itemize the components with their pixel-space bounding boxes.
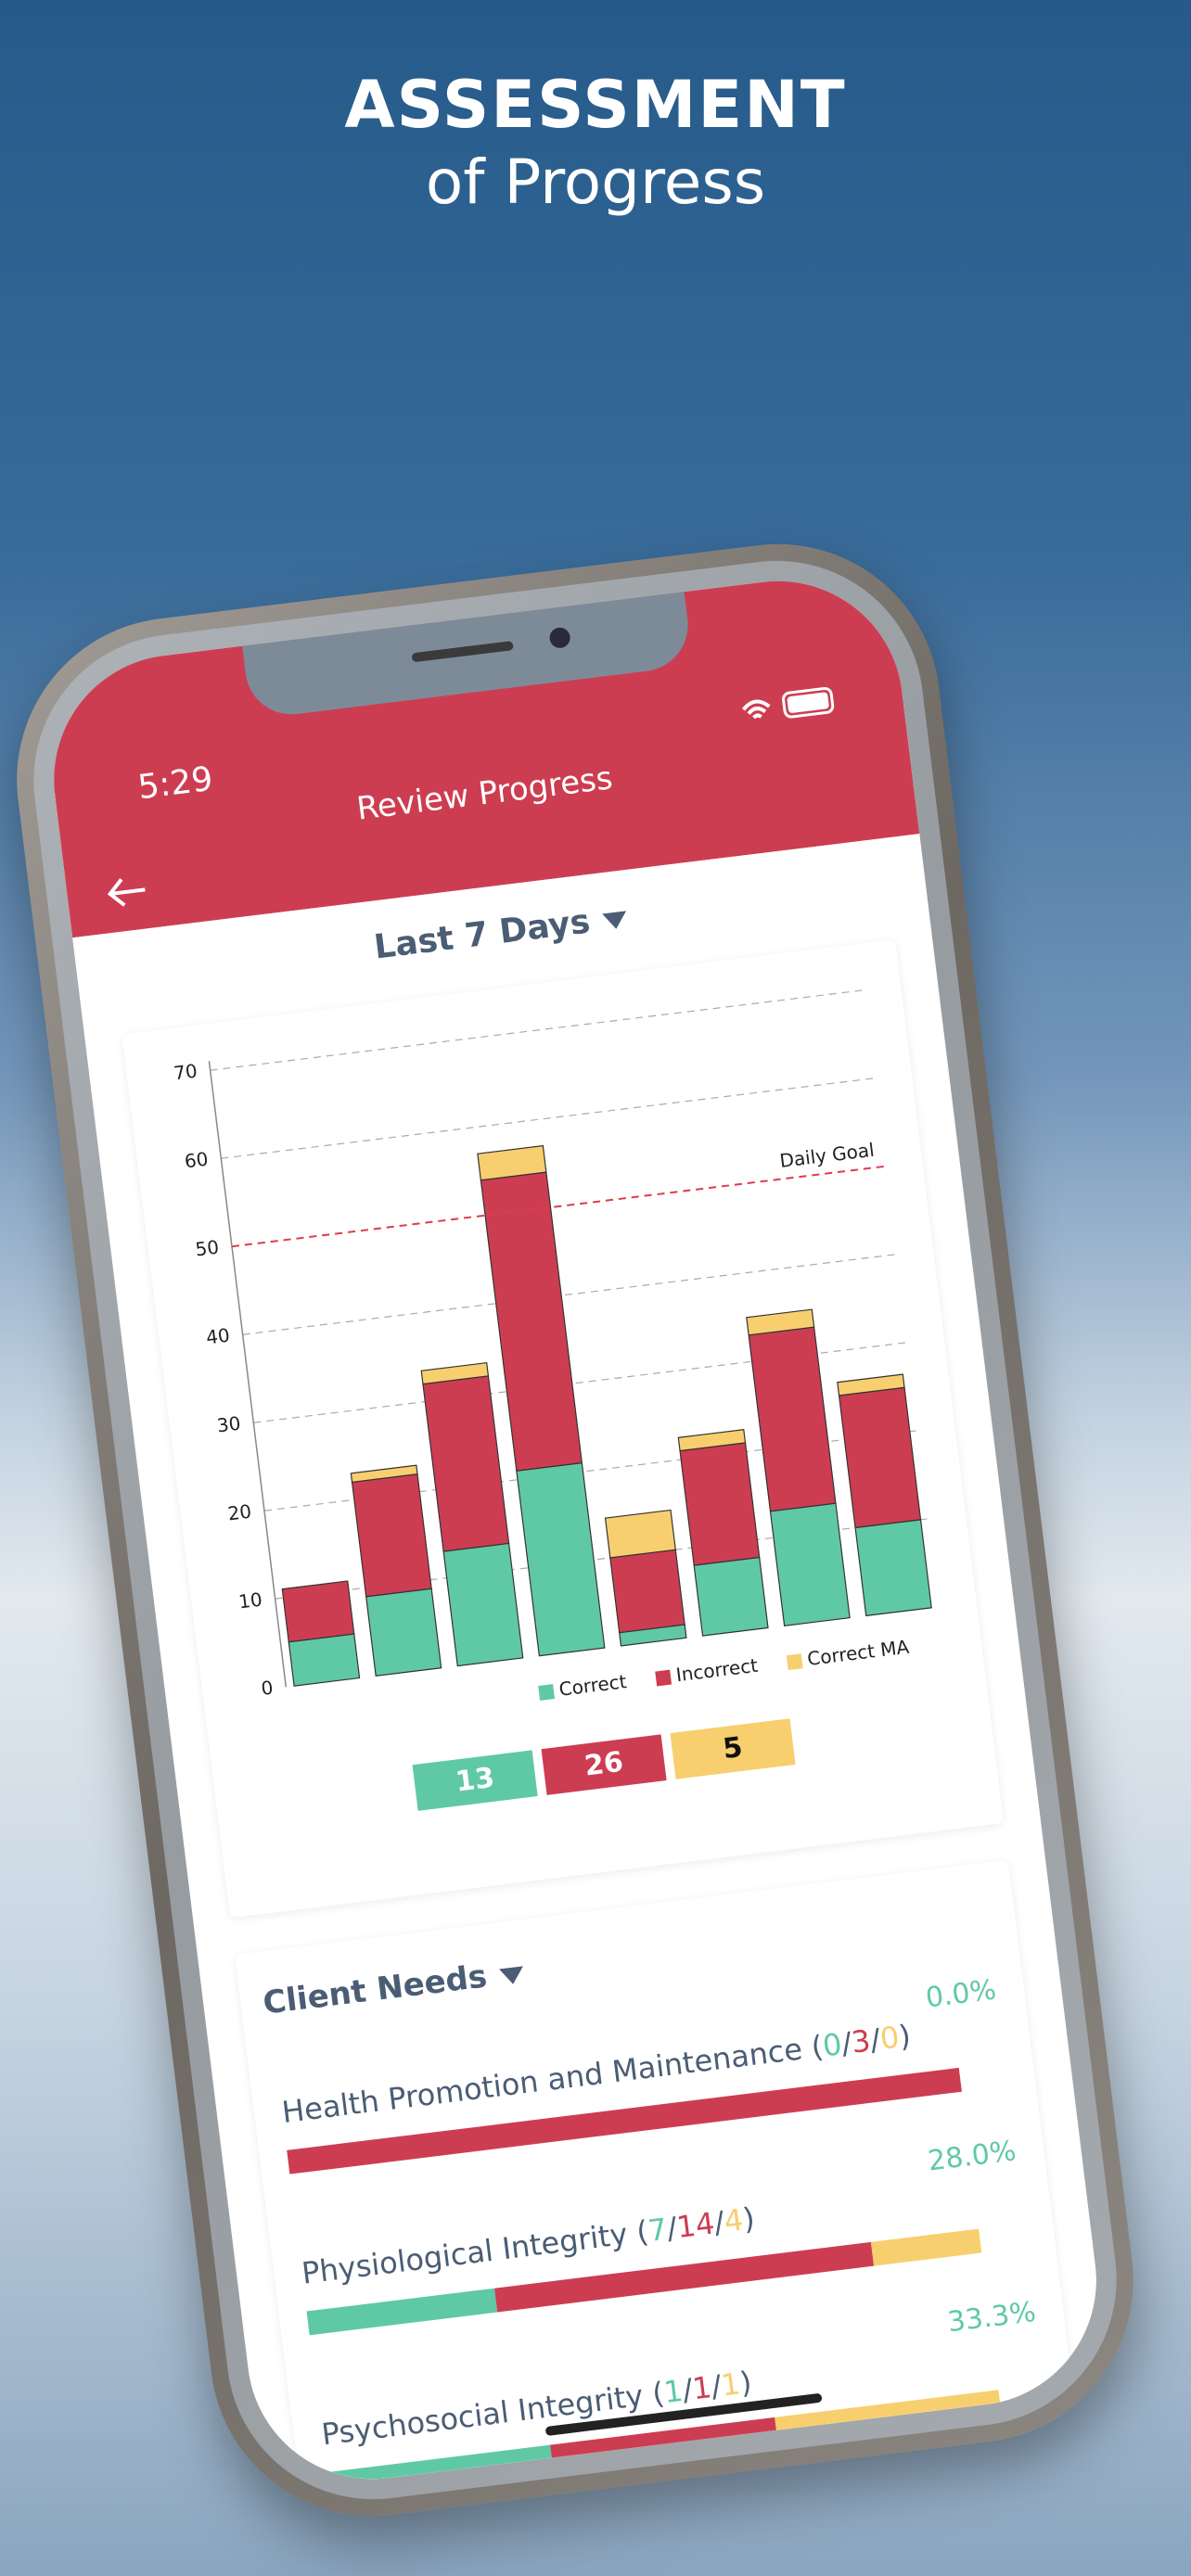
dropdown-arrow (602, 911, 627, 929)
bar-segment (288, 1633, 361, 1687)
y-tick-label: 10 (237, 1588, 263, 1613)
need-counts: 7144 (625, 2200, 757, 2251)
subheadline: of Progress (425, 147, 766, 218)
total-box: 5 (670, 1718, 796, 1779)
bar-segment (480, 1171, 583, 1472)
y-tick-label: 40 (205, 1324, 231, 1349)
grid-line (210, 989, 864, 1071)
legend-swatch (538, 1684, 556, 1701)
bar-segment (679, 1442, 761, 1566)
y-tick-label: 30 (216, 1412, 242, 1437)
need-bar-segment (306, 2288, 498, 2336)
bar-segment (351, 1473, 432, 1598)
goal-label: Daily Goal (778, 1139, 876, 1172)
percent: 28.0% (926, 2135, 1018, 2178)
client-needs-card: Client Needs 0.0% Health Promotion and Ma… (235, 1859, 1088, 2493)
bar-segment (281, 1580, 355, 1643)
chart-card: 0 10 20 30 40 50 60 70 Daily Goal Correct Incorrec… (122, 939, 1004, 1919)
screen: 5:29 Review Progress Last 7 Days 0 10 20 30… (39, 567, 1111, 2493)
bar-segment (442, 1542, 524, 1667)
legend-swatch (786, 1653, 803, 1671)
bar-segment (838, 1386, 922, 1529)
bar-segment (609, 1549, 685, 1634)
percent: 0.0% (924, 1973, 998, 2015)
need-bar-segment (871, 2228, 982, 2266)
bar-segment (746, 1308, 815, 1336)
need-count: 14 (665, 2205, 717, 2246)
legend-label: Correct MA (806, 1636, 911, 1670)
bar-segment (516, 1461, 606, 1657)
back-button[interactable] (102, 871, 153, 913)
bar-segment (677, 1429, 747, 1452)
bar-segment (748, 1326, 837, 1512)
chart: 0 10 20 30 40 50 60 70 Daily Goal Correct Incorrec… (173, 989, 932, 1701)
bar-segment (477, 1144, 547, 1181)
bar-segment (365, 1588, 442, 1677)
y-tick-label: 60 (184, 1148, 210, 1173)
client-needs-title: Client Needs (261, 1958, 490, 2022)
y-tick-label: 20 (226, 1500, 252, 1525)
status-icons (741, 686, 835, 720)
bar-segment (350, 1464, 418, 1484)
range-selector[interactable]: Last 7 Days (76, 861, 928, 1003)
bar-segment (769, 1502, 851, 1626)
bar-segment (837, 1373, 905, 1396)
y-axis (208, 1061, 288, 1688)
percent: 33.3% (945, 2295, 1038, 2340)
grid-line (242, 1254, 897, 1335)
headline: ASSESSMENT (344, 67, 847, 143)
legend-swatch (655, 1669, 672, 1687)
need-count: 3 (839, 2022, 873, 2061)
legend-label: Incorrect (674, 1654, 759, 1687)
legend-label: Correct (557, 1670, 628, 1701)
grid-line (221, 1078, 876, 1159)
need-count: 1 (710, 2366, 743, 2404)
y-tick-label: 0 (260, 1677, 275, 1700)
y-tick-label: 70 (173, 1060, 198, 1085)
bar-segment (854, 1519, 932, 1617)
total-box: 26 (541, 1734, 667, 1795)
need-count: 4 (712, 2202, 746, 2241)
goal-line (231, 1165, 886, 1248)
total-box: 13 (412, 1750, 538, 1811)
dropdown-arrow (498, 1965, 523, 1984)
y-tick-label: 50 (194, 1236, 220, 1261)
need-count: 0 (868, 2020, 902, 2059)
bar-segment (693, 1556, 769, 1637)
client-needs-header[interactable]: Client Needs (261, 1953, 527, 2022)
phone: 5:29 Review Progress Last 7 Days 0 10 20 30… (0, 525, 1152, 2535)
bar-segment (422, 1375, 510, 1552)
bar-segment (604, 1509, 676, 1559)
need-counts: 030 (800, 2018, 913, 2066)
need-count: 1 (681, 2369, 714, 2408)
bar-segment (420, 1361, 490, 1385)
